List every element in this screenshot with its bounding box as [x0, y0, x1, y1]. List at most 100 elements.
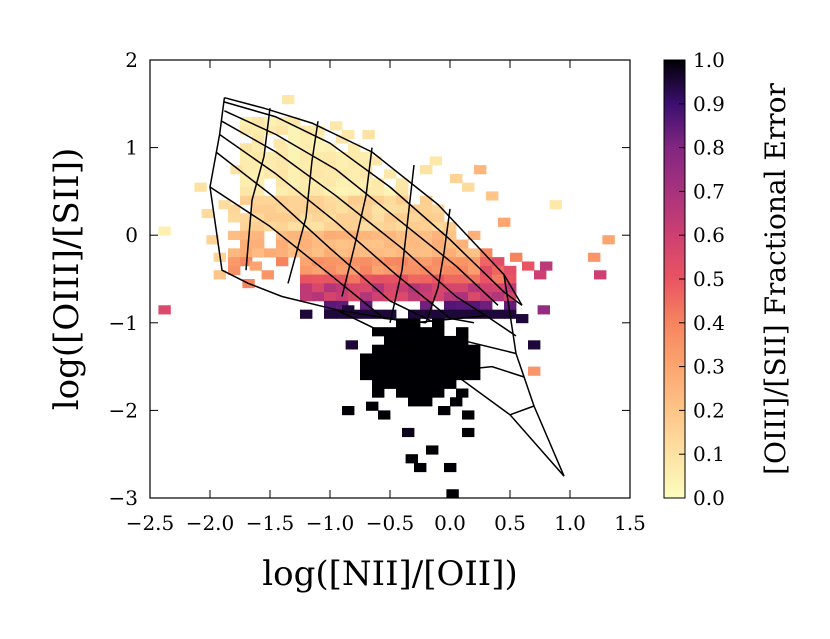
- model-grid-line: [245, 108, 271, 271]
- heatmap-cell: [276, 204, 289, 214]
- heatmap-cell: [240, 169, 253, 179]
- heatmap-cell: [516, 314, 529, 324]
- colorbar-tick-label: 0.0: [693, 486, 725, 510]
- heatmap-cell: [420, 300, 433, 311]
- heatmap-cell: [264, 195, 277, 205]
- x-tick-label: −2.0: [186, 511, 235, 535]
- heatmap-cell: [360, 300, 373, 311]
- heatmap-cell: [432, 362, 445, 372]
- heatmap-cell: [324, 169, 337, 179]
- heatmap-cell: [252, 134, 265, 144]
- heatmap-cell: [324, 300, 337, 311]
- heatmap-cell: [468, 362, 481, 372]
- heatmap-cell: [372, 248, 385, 258]
- heatmap-cell: [408, 292, 421, 302]
- heatmap-cell: [444, 265, 457, 276]
- heatmap-cell: [384, 213, 397, 223]
- heatmap-cell: [378, 410, 391, 420]
- heatmap-cell: [312, 187, 325, 197]
- heatmap-cell: [420, 344, 433, 354]
- y-tick-label: −1: [109, 311, 138, 335]
- heatmap-cell: [228, 213, 241, 223]
- heatmap-cell: [360, 239, 373, 249]
- heatmap-cell: [300, 143, 313, 153]
- heatmap-cell: [432, 370, 445, 381]
- heatmap-cell: [384, 274, 397, 284]
- heatmap-cell: [432, 248, 445, 258]
- heatmap-cell: [360, 204, 373, 214]
- heatmap-cell: [480, 300, 493, 311]
- heatmap-cell: [414, 462, 427, 473]
- heatmap-cell: [300, 239, 313, 249]
- heatmap-cell: [510, 252, 523, 262]
- heatmap-cell: [288, 151, 301, 162]
- heatmap-cell: [444, 379, 457, 389]
- heatmap-cell: [408, 222, 421, 232]
- heatmap-cell: [432, 318, 445, 328]
- heatmap-cell: [408, 274, 421, 284]
- y-tick-label: −2: [109, 398, 138, 422]
- heatmap-cell: [230, 165, 243, 175]
- heatmap-cell: [348, 230, 361, 240]
- model-grid-line: [425, 208, 451, 324]
- heatmap-cell: [456, 353, 469, 363]
- heatmap-cell: [456, 274, 469, 284]
- heatmap-cell: [420, 165, 433, 175]
- heatmap-cell: [324, 257, 337, 267]
- heatmap-cell: [252, 239, 265, 249]
- heatmap-cell: [420, 239, 433, 249]
- heatmap-cell: [528, 340, 541, 350]
- heatmap-cell: [360, 370, 373, 381]
- heatmap-cell: [444, 309, 457, 319]
- heatmap-cell: [480, 274, 493, 284]
- heatmap-cell: [348, 178, 361, 188]
- heatmap-cell: [456, 362, 469, 372]
- heatmap-cell: [252, 248, 265, 258]
- heatmap-cell: [384, 169, 397, 179]
- heatmap-cell: [360, 213, 373, 223]
- heatmap-cell: [240, 187, 253, 197]
- heatmap-cell: [432, 327, 445, 337]
- heatmap-cell: [240, 143, 253, 153]
- heatmap-cell: [420, 292, 433, 302]
- heatmap-cell: [264, 169, 277, 179]
- heatmap-cell: [492, 265, 505, 276]
- heatmap-cell: [300, 187, 313, 197]
- heatmap-cell: [360, 151, 373, 162]
- heatmap-cell: [276, 195, 289, 205]
- heatmap-cell: [324, 248, 337, 258]
- x-tick-label: −1.0: [306, 511, 355, 535]
- x-tick-label: −1.5: [246, 511, 295, 535]
- heatmap-cell: [468, 265, 481, 276]
- heatmap-cell: [312, 160, 325, 170]
- x-tick-label: −0.5: [366, 511, 415, 535]
- y-tick-label: 2: [125, 48, 138, 72]
- heatmap-cell: [264, 125, 277, 135]
- heatmap-cell: [360, 178, 373, 188]
- colorbar-tick-label: 0.7: [693, 179, 725, 203]
- heatmap-cell: [360, 353, 373, 363]
- heatmap-cell: [420, 353, 433, 363]
- heatmap-cell: [282, 95, 295, 105]
- heatmap-cell: [396, 292, 409, 302]
- heatmap-cell: [276, 178, 289, 188]
- heatmap-cell: [324, 195, 337, 205]
- heatmap-cell: [372, 353, 385, 363]
- heatmap-cell: [228, 257, 241, 267]
- heatmap-cell: [348, 274, 361, 284]
- heatmap-cell: [348, 292, 361, 302]
- x-tick-label: 0.0: [434, 511, 466, 535]
- heatmap-cell: [300, 257, 313, 267]
- heatmap-cell: [420, 388, 433, 398]
- heatmap-cell: [372, 327, 385, 337]
- heatmap-cell: [429, 156, 442, 166]
- colorbar-label: [OIII]/[SII] Fractional Error: [759, 83, 792, 475]
- heatmap-cell: [384, 230, 397, 240]
- heatmap-cell: [456, 300, 469, 311]
- heatmap-cell: [420, 248, 433, 258]
- heatmap-cell: [360, 222, 373, 232]
- heatmap-cell: [432, 204, 445, 214]
- heatmap-cell: [288, 204, 301, 214]
- heatmap-cell: [384, 204, 397, 214]
- heatmap-cell: [384, 335, 397, 346]
